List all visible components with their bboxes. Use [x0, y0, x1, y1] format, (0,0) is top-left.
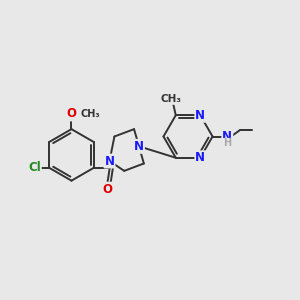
Text: N: N [195, 151, 205, 164]
Text: CH₃: CH₃ [80, 110, 100, 119]
Text: O: O [102, 183, 112, 196]
Text: CH₃: CH₃ [160, 94, 182, 104]
Text: N: N [195, 109, 205, 122]
Text: Cl: Cl [28, 161, 41, 174]
Text: O: O [67, 107, 76, 120]
Text: N: N [134, 140, 144, 153]
Text: N: N [222, 130, 232, 143]
Text: H: H [223, 138, 231, 148]
Text: N: N [104, 154, 115, 167]
